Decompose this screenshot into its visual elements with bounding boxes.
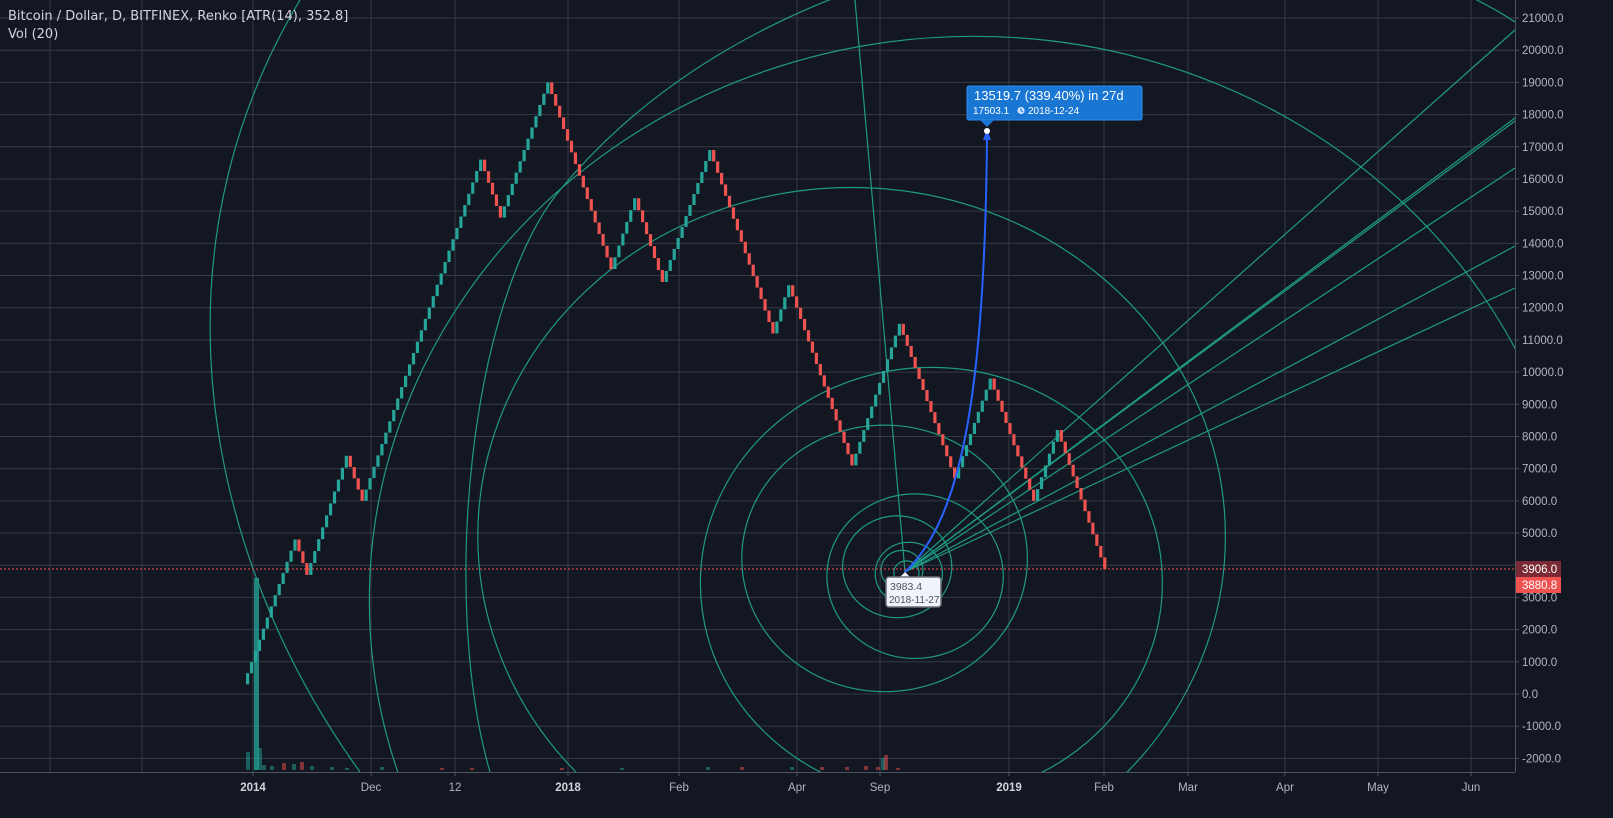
price-tick-label: 21000.0 (1522, 13, 1564, 25)
price-tick-label: 13000.0 (1522, 271, 1564, 283)
chart-grid (0, 0, 1515, 772)
price-tick-label: 18000.0 (1522, 110, 1564, 122)
price-tick-label: 3000.0 (1522, 592, 1557, 604)
time-tick-label: Sep (870, 782, 890, 794)
price-tick-label: 0.0 (1522, 689, 1538, 701)
price-tick-label: 19000.0 (1522, 77, 1564, 89)
measure-date-text: 2018-12-24 (1028, 106, 1080, 117)
time-tick-label: 2018 (555, 782, 581, 794)
price-tick-label: 15000.0 (1522, 206, 1564, 218)
price-tick-label: 6000.0 (1522, 496, 1557, 508)
price-tick-label: 16000.0 (1522, 174, 1564, 186)
price-tick-label: 2000.0 (1522, 625, 1557, 637)
start-price-text: 3983.4 (890, 581, 922, 593)
time-tick-label: Dec (361, 782, 382, 794)
price-tick-label: 14000.0 (1522, 238, 1564, 250)
time-tick-label: Feb (1094, 782, 1114, 794)
time-tick-label: Apr (788, 782, 806, 794)
price-tick-label: 9000.0 (1522, 399, 1557, 411)
time-tick-label: Jun (1462, 782, 1481, 794)
start-date-text: 2018-11-27 (889, 595, 940, 606)
price-tick-label: 17000.0 (1522, 142, 1564, 154)
time-tick-label: 12 (449, 782, 462, 794)
projection-arrow[interactable] (904, 128, 991, 573)
price-tick-label: -1000.0 (1522, 721, 1561, 733)
last-price-label: 3880.8 (1522, 580, 1557, 592)
chart-legend: Bitcoin / Dollar, D, BITFINEX, Renko [AT… (8, 8, 348, 44)
price-tick-label: 11000.0 (1522, 335, 1563, 347)
price-tick-label: 7000.0 (1522, 464, 1557, 476)
price-tick-label: 12000.0 (1522, 303, 1564, 315)
symbol-title[interactable]: Bitcoin / Dollar, D, BITFINEX, Renko [AT… (8, 9, 349, 24)
price-tick-label: 8000.0 (1522, 431, 1557, 443)
price-tick-label: 10000.0 (1522, 367, 1564, 379)
time-tick-label: Mar (1178, 782, 1198, 794)
time-tick-label: 2014 (240, 782, 266, 794)
measure-price-text: 17503.1 (973, 106, 1010, 117)
measure-tooltip: 13519.7 (339.40%) in 27d 17503.1 2018-12… (966, 85, 1143, 127)
price-tick-label: -2000.0 (1522, 753, 1561, 765)
time-tick-label: 2019 (996, 782, 1022, 794)
volume-indicator-label[interactable]: Vol (20) (8, 27, 59, 42)
time-tick-label: May (1367, 782, 1389, 794)
renko-bricks (246, 82, 1107, 685)
price-tick-label: 1000.0 (1522, 657, 1557, 669)
price-tick-label: 5000.0 (1522, 528, 1557, 540)
marked-price-label: 3906.0 (1522, 564, 1557, 576)
time-axis[interactable]: 2014 Dec 12 2018 Feb Apr Sep 2019 Feb Mar Apr May Ju… (0, 772, 1515, 818)
price-axis[interactable]: 21000.0 20000.0 19000.0 18000.0 17000.0 16000… (1515, 0, 1613, 818)
start-point-label: 3983.4 2018-11-27 (885, 572, 942, 608)
time-tick-label: Apr (1276, 782, 1294, 794)
price-tick-label: 20000.0 (1522, 45, 1564, 57)
volume-bars (246, 578, 900, 770)
time-tick-label: Feb (669, 782, 689, 794)
measure-main-text: 13519.7 (339.40%) in 27d (974, 88, 1124, 103)
